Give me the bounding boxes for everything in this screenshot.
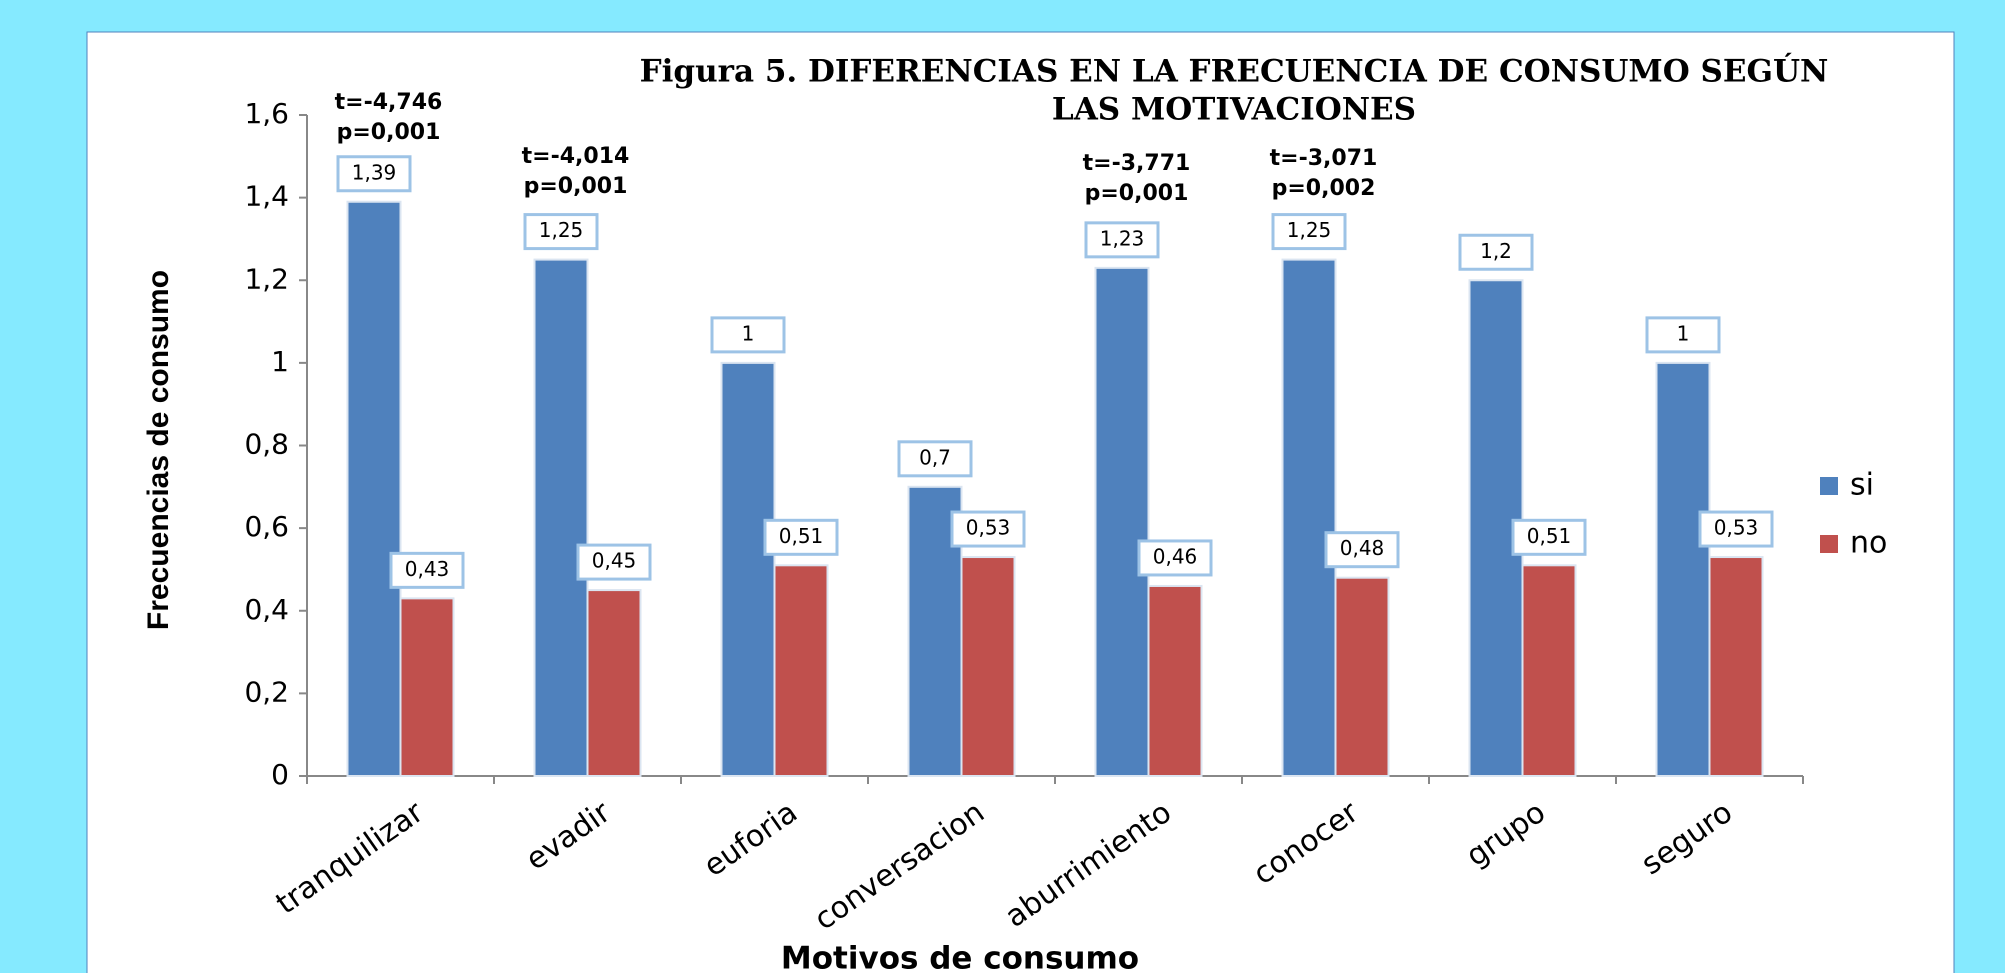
chart-title: Figura 5. DIFERENCIAS EN LA FRECUENCIA D… bbox=[640, 52, 1829, 90]
bar bbox=[1094, 266, 1150, 777]
y-tick-label: 0,8 bbox=[244, 428, 289, 461]
y-tick-label: 0,6 bbox=[244, 510, 289, 543]
annotation: p=0,001 bbox=[337, 120, 441, 145]
bar bbox=[1521, 564, 1577, 778]
x-axis-title: Motivos de consumo bbox=[781, 941, 1139, 973]
bar bbox=[1708, 556, 1764, 778]
value-label: 0,53 bbox=[966, 516, 1011, 540]
value-label-box bbox=[1084, 221, 1160, 259]
value-label: 0,48 bbox=[1340, 536, 1385, 560]
value-label: 0,51 bbox=[1527, 524, 1572, 548]
value-label: 0,51 bbox=[779, 524, 824, 548]
value-label-box bbox=[1645, 316, 1721, 354]
value-label-box bbox=[763, 518, 839, 556]
value-label-box bbox=[389, 551, 465, 589]
y-tick-label: 1,4 bbox=[244, 180, 289, 213]
bar bbox=[720, 361, 776, 777]
value-label: 1 bbox=[1677, 321, 1690, 345]
bar bbox=[1281, 258, 1337, 777]
value-label-box bbox=[897, 440, 973, 478]
value-label: 0,53 bbox=[1714, 516, 1759, 540]
value-label: 0,46 bbox=[1153, 544, 1198, 568]
value-label: 1,25 bbox=[1287, 218, 1332, 242]
value-label-box bbox=[1458, 233, 1534, 271]
value-label: 1,39 bbox=[352, 160, 397, 184]
y-tick-label: 0,2 bbox=[244, 675, 289, 708]
value-label: 1,25 bbox=[539, 218, 584, 242]
annotation: t=-4,014 bbox=[522, 144, 630, 169]
bar bbox=[399, 597, 455, 778]
value-label-box bbox=[1137, 539, 1213, 577]
annotation: p=0,001 bbox=[524, 174, 628, 199]
value-label: 0,7 bbox=[919, 445, 951, 469]
value-label-box bbox=[1271, 213, 1347, 251]
y-tick-label: 1,6 bbox=[244, 97, 289, 130]
value-label: 1,2 bbox=[1480, 239, 1512, 263]
bar bbox=[586, 589, 642, 777]
y-tick-label: 1,2 bbox=[244, 262, 289, 295]
annotation: p=0,001 bbox=[1085, 181, 1189, 206]
y-tick-label: 0 bbox=[271, 758, 289, 791]
bar bbox=[533, 258, 589, 777]
value-label-box bbox=[1324, 531, 1400, 569]
annotation: t=-3,071 bbox=[1270, 146, 1378, 171]
value-label-box bbox=[950, 510, 1026, 548]
chart-title: LAS MOTIVACIONES bbox=[1052, 92, 1416, 128]
annotation: t=-4,746 bbox=[335, 90, 443, 115]
value-label: 0,45 bbox=[592, 549, 637, 573]
bar bbox=[773, 564, 829, 778]
legend-swatch bbox=[1820, 535, 1838, 553]
value-label: 0,43 bbox=[405, 557, 450, 581]
bar bbox=[1655, 361, 1711, 777]
value-label-box bbox=[336, 155, 412, 193]
legend-swatch bbox=[1820, 477, 1838, 495]
value-label-box bbox=[1511, 518, 1587, 556]
value-label-box bbox=[1698, 510, 1774, 548]
legend-label: no bbox=[1850, 526, 1887, 561]
value-label-box bbox=[576, 543, 652, 581]
bar bbox=[1334, 576, 1390, 778]
y-tick-label: 0,4 bbox=[244, 593, 289, 626]
y-axis-title: Frecuencias de consumo bbox=[142, 270, 175, 630]
bar bbox=[1147, 584, 1203, 778]
annotation: p=0,002 bbox=[1272, 176, 1376, 201]
y-tick-label: 1 bbox=[271, 345, 289, 378]
value-label: 1,23 bbox=[1100, 226, 1145, 250]
legend-label: si bbox=[1850, 468, 1874, 503]
bar bbox=[960, 556, 1016, 778]
value-label: 1 bbox=[742, 321, 755, 345]
value-label-box bbox=[710, 316, 786, 354]
value-label-box bbox=[523, 213, 599, 251]
annotation: t=-3,771 bbox=[1083, 151, 1191, 176]
bar bbox=[346, 200, 402, 778]
